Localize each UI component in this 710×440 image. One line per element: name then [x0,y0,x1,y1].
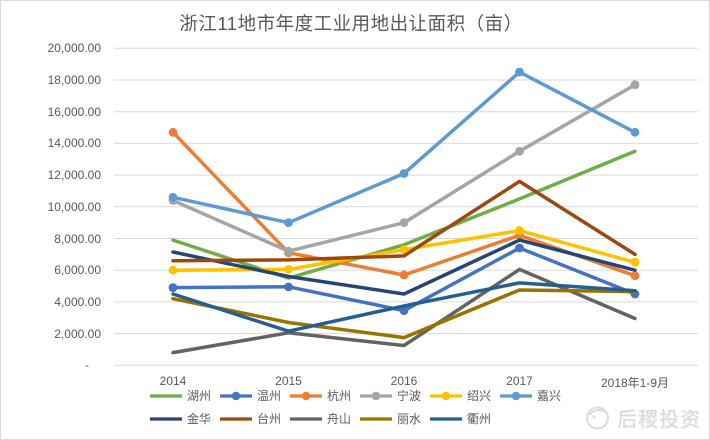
series-marker-wenzhou [399,306,409,316]
y-axis-tick-label: 14,000.00 [47,136,101,151]
legend-swatch-wenzhou [220,391,252,400]
legend-swatch-quzhou [430,416,462,421]
x-axis-tick-label: 2018年1-9月 [600,376,670,390]
series-marker-ningbo [399,218,409,228]
series-marker-jiaxing [168,192,178,202]
series-line-jiaxing [171,70,637,225]
y-axis-tick-label: 6,000.00 [54,263,101,278]
series-marker-wenzhou [284,282,293,292]
series-marker-ningbo [630,80,640,90]
legend-label: 衢州 [467,412,492,426]
y-axis-tick-label: 12,000.00 [47,168,101,183]
y-axis-tick-label: 4,000.00 [54,294,101,309]
legend-item-taizhou: 台州 [219,410,289,427]
series-line-huzhou [171,149,637,280]
y-axis-tick-label: 18,000.00 [47,73,101,87]
series-marker-shaoxing [399,245,409,254]
y-axis-tick-label: - [85,358,89,373]
legend-label: 金华 [187,412,212,426]
x-axis-tick-label: 2016 [390,374,418,388]
legend-swatch-shaoxing [430,391,462,400]
legend-swatch-lishui [360,416,392,421]
series-marker-jiaxing [515,67,524,77]
chart-title: 浙江11地市年度工业用地出让面积（亩） [179,13,523,34]
y-axis-tick-label: 2,000.00 [54,326,101,341]
legend-item-quzhou: 衢州 [429,410,499,427]
legend-swatch-huzhou [150,393,182,398]
legend-swatch-hangzhou [290,391,322,400]
legend-item-jiaxing: 嘉兴 [499,387,569,404]
series-line-taizhou [171,179,637,263]
legend-label: 嘉兴 [537,389,562,403]
legend-label: 温州 [257,389,282,403]
legend-item-wenzhou: 温州 [219,387,289,404]
x-axis-tick-label: 2017 [506,374,533,388]
series-marker-shaoxing [168,265,178,275]
legend-item-lishui: 丽水 [359,410,429,427]
series-marker-hangzhou [630,271,640,281]
legend-label: 宁波 [397,389,422,403]
series-marker-wenzhou [515,243,524,253]
series-marker-shaoxing [630,257,640,267]
series-marker-jiaxing [630,127,640,137]
legend-label: 舟山 [327,412,352,426]
watermark: 后稷投资 [584,403,701,432]
series-line-lishui [171,288,637,340]
legend-swatch-taizhou [220,416,252,421]
legend-swatch-ningbo [360,391,392,400]
series-marker-ningbo [515,146,524,156]
series-marker-hangzhou [168,127,178,137]
legend-swatch-zhoushan [290,416,322,421]
legend-label: 丽水 [397,412,422,426]
legend-label: 绍兴 [467,389,492,403]
legend-item-jinhua: 金华 [149,410,219,427]
series-marker-jiaxing [399,169,409,178]
legend-label: 台州 [257,412,282,426]
y-axis-tick-label: 16,000.00 [47,104,101,119]
y-axis-tick-label: 20,000.00 [47,41,101,56]
legend-row: 湖州 温州 杭州 宁波 绍兴 嘉兴 [149,387,569,404]
legend-row: 金华 台州 舟山 丽水 衢州 [149,410,499,427]
x-axis-tick-label: 2015 [275,374,302,388]
legend-item-hangzhou: 杭州 [289,387,359,404]
x-axis-tick-label: 2014 [159,374,187,388]
legend-item-zhoushan: 舟山 [289,410,359,427]
legend-swatch-jinhua [150,416,182,421]
watermark-text: 后稷投资 [617,409,701,431]
chart-legend: 湖州 温州 杭州 宁波 绍兴 嘉兴金华 台州 舟山 丽水 衢州 [149,387,589,427]
series-line-jinhua [171,238,637,296]
series-marker-ningbo [284,246,293,256]
legend-item-huzhou: 湖州 [149,387,219,404]
series-line-quzhou [171,281,637,333]
legend-item-ningbo: 宁波 [359,387,429,404]
legend-swatch-jiaxing [500,391,532,400]
series-marker-shaoxing [515,226,524,235]
series-marker-wenzhou [168,283,178,293]
series-marker-hangzhou [399,270,409,280]
legend-item-shaoxing: 绍兴 [429,387,499,404]
y-axis-tick-label: 8,000.00 [54,231,101,246]
watermark-logo-icon [586,406,609,430]
series-marker-shaoxing [284,265,293,274]
y-axis-tick-label: 10,000.00 [47,199,101,214]
series-marker-jiaxing [284,218,293,228]
legend-label: 湖州 [187,389,212,403]
legend-label: 杭州 [327,389,352,403]
